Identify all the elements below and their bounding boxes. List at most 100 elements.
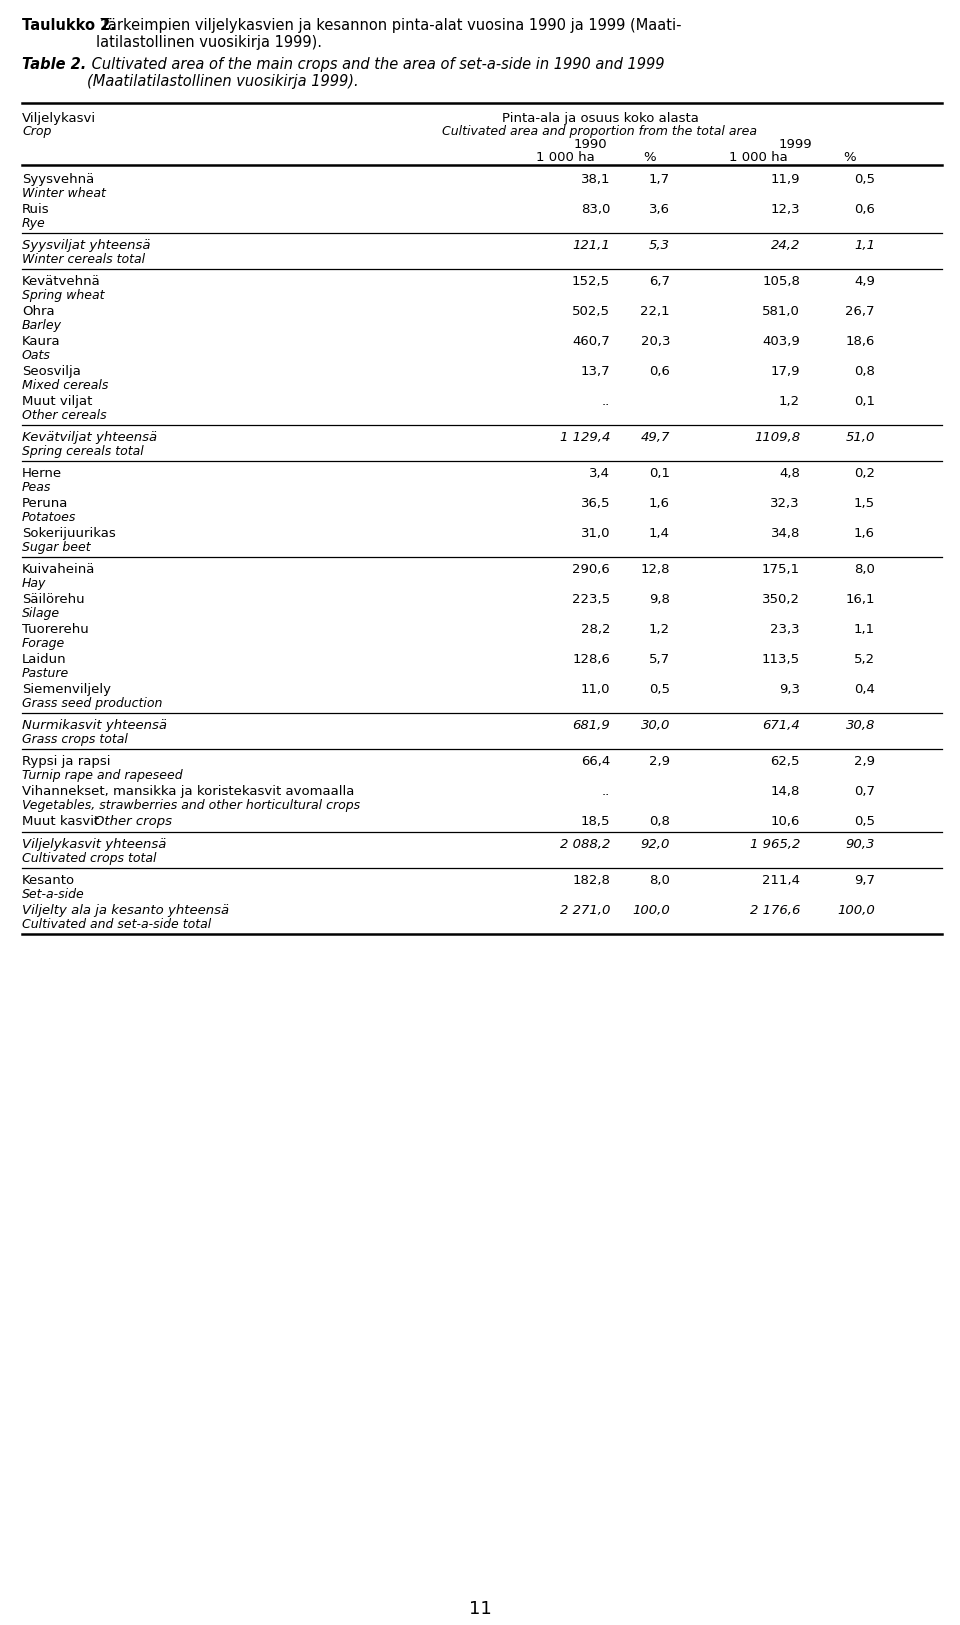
- Text: 1,7: 1,7: [649, 172, 670, 185]
- Text: 0,1: 0,1: [854, 395, 875, 408]
- Text: Seosvilja: Seosvilja: [22, 366, 81, 379]
- Text: 9,8: 9,8: [649, 593, 670, 606]
- Text: 90,3: 90,3: [846, 838, 875, 852]
- Text: 17,9: 17,9: [771, 366, 800, 379]
- Text: 1999: 1999: [779, 138, 812, 151]
- Text: Cultivated area of the main crops and the area of set-a-side in 1990 and 1999
(M: Cultivated area of the main crops and th…: [87, 57, 664, 89]
- Text: 3,4: 3,4: [589, 466, 610, 479]
- Text: 5,7: 5,7: [649, 653, 670, 666]
- Text: 1,1: 1,1: [853, 622, 875, 635]
- Text: Cultivated and set-a-side total: Cultivated and set-a-side total: [22, 918, 211, 931]
- Text: 1,4: 1,4: [649, 526, 670, 540]
- Text: Set-a-side: Set-a-side: [22, 887, 84, 900]
- Text: Spring cereals total: Spring cereals total: [22, 445, 144, 458]
- Text: 12,3: 12,3: [770, 203, 800, 216]
- Text: 128,6: 128,6: [572, 653, 610, 666]
- Text: Kaura: Kaura: [22, 335, 60, 348]
- Text: 5,2: 5,2: [853, 653, 875, 666]
- Text: Sokerijuurikas: Sokerijuurikas: [22, 526, 116, 540]
- Text: Muut kasvit: Muut kasvit: [22, 816, 99, 829]
- Text: Taulukko 2.: Taulukko 2.: [22, 18, 116, 32]
- Text: Vihannekset, mansikka ja koristekasvit avomaalla: Vihannekset, mansikka ja koristekasvit a…: [22, 785, 354, 798]
- Text: Hay: Hay: [22, 577, 46, 590]
- Text: Other crops: Other crops: [94, 816, 172, 829]
- Text: 0,5: 0,5: [649, 682, 670, 696]
- Text: 38,1: 38,1: [581, 172, 610, 185]
- Text: Siemenviljely: Siemenviljely: [22, 682, 111, 696]
- Text: 2,9: 2,9: [649, 756, 670, 769]
- Text: 175,1: 175,1: [762, 562, 800, 575]
- Text: 403,9: 403,9: [762, 335, 800, 348]
- Text: 0,7: 0,7: [854, 785, 875, 798]
- Text: 0,6: 0,6: [854, 203, 875, 216]
- Text: Winter wheat: Winter wheat: [22, 187, 106, 200]
- Text: 8,0: 8,0: [649, 874, 670, 887]
- Text: Sugar beet: Sugar beet: [22, 541, 90, 554]
- Text: Viljelykasvi: Viljelykasvi: [22, 112, 96, 125]
- Text: Syysvehnä: Syysvehnä: [22, 172, 94, 185]
- Text: 350,2: 350,2: [762, 593, 800, 606]
- Text: 105,8: 105,8: [762, 275, 800, 288]
- Text: 0,1: 0,1: [649, 466, 670, 479]
- Text: Rye: Rye: [22, 218, 46, 231]
- Text: 1,6: 1,6: [854, 526, 875, 540]
- Text: 0,6: 0,6: [649, 366, 670, 379]
- Text: 0,4: 0,4: [854, 682, 875, 696]
- Text: 1 129,4: 1 129,4: [560, 431, 610, 444]
- Text: 18,6: 18,6: [846, 335, 875, 348]
- Text: 18,5: 18,5: [581, 816, 610, 829]
- Text: 0,2: 0,2: [854, 466, 875, 479]
- Text: Silage: Silage: [22, 608, 60, 621]
- Text: 2 271,0: 2 271,0: [560, 904, 610, 916]
- Text: 1,6: 1,6: [649, 497, 670, 510]
- Text: Herne: Herne: [22, 466, 62, 479]
- Text: Kevätviljat yhteensä: Kevätviljat yhteensä: [22, 431, 157, 444]
- Text: Spring wheat: Spring wheat: [22, 289, 105, 302]
- Text: 3,6: 3,6: [649, 203, 670, 216]
- Text: 1,1: 1,1: [854, 239, 875, 252]
- Text: 26,7: 26,7: [846, 306, 875, 318]
- Text: Muut viljat: Muut viljat: [22, 395, 92, 408]
- Text: Säilörehu: Säilörehu: [22, 593, 84, 606]
- Text: 152,5: 152,5: [572, 275, 610, 288]
- Text: Rypsi ja rapsi: Rypsi ja rapsi: [22, 756, 110, 769]
- Text: Pinta-ala ja osuus koko alasta: Pinta-ala ja osuus koko alasta: [501, 112, 699, 125]
- Text: Vegetables, strawberries and other horticultural crops: Vegetables, strawberries and other horti…: [22, 800, 360, 812]
- Text: 1990: 1990: [573, 138, 607, 151]
- Text: 681,9: 681,9: [572, 718, 610, 731]
- Text: Viljelykasvit yhteensä: Viljelykasvit yhteensä: [22, 838, 166, 852]
- Text: %: %: [844, 151, 856, 164]
- Text: 30,8: 30,8: [846, 718, 875, 731]
- Text: 502,5: 502,5: [572, 306, 610, 318]
- Text: Oats: Oats: [22, 349, 51, 362]
- Text: 2,9: 2,9: [854, 756, 875, 769]
- Text: 211,4: 211,4: [762, 874, 800, 887]
- Text: 16,1: 16,1: [846, 593, 875, 606]
- Text: 20,3: 20,3: [640, 335, 670, 348]
- Text: 5,3: 5,3: [649, 239, 670, 252]
- Text: ..: ..: [602, 395, 610, 408]
- Text: 6,7: 6,7: [649, 275, 670, 288]
- Text: 11: 11: [468, 1601, 492, 1618]
- Text: 2 176,6: 2 176,6: [750, 904, 800, 916]
- Text: 182,8: 182,8: [572, 874, 610, 887]
- Text: 4,9: 4,9: [854, 275, 875, 288]
- Text: Syysviljat yhteensä: Syysviljat yhteensä: [22, 239, 151, 252]
- Text: Cultivated crops total: Cultivated crops total: [22, 852, 156, 864]
- Text: Kesanto: Kesanto: [22, 874, 75, 887]
- Text: 1109,8: 1109,8: [754, 431, 800, 444]
- Text: ..: ..: [602, 785, 610, 798]
- Text: 30,0: 30,0: [640, 718, 670, 731]
- Text: 1,5: 1,5: [853, 497, 875, 510]
- Text: Tuorerehu: Tuorerehu: [22, 622, 88, 635]
- Text: 10,6: 10,6: [771, 816, 800, 829]
- Text: Peas: Peas: [22, 481, 52, 494]
- Text: Ohra: Ohra: [22, 306, 55, 318]
- Text: 9,3: 9,3: [779, 682, 800, 696]
- Text: 1 965,2: 1 965,2: [750, 838, 800, 852]
- Text: 34,8: 34,8: [771, 526, 800, 540]
- Text: 22,1: 22,1: [640, 306, 670, 318]
- Text: 13,7: 13,7: [581, 366, 610, 379]
- Text: Crop: Crop: [22, 125, 52, 138]
- Text: 0,8: 0,8: [854, 366, 875, 379]
